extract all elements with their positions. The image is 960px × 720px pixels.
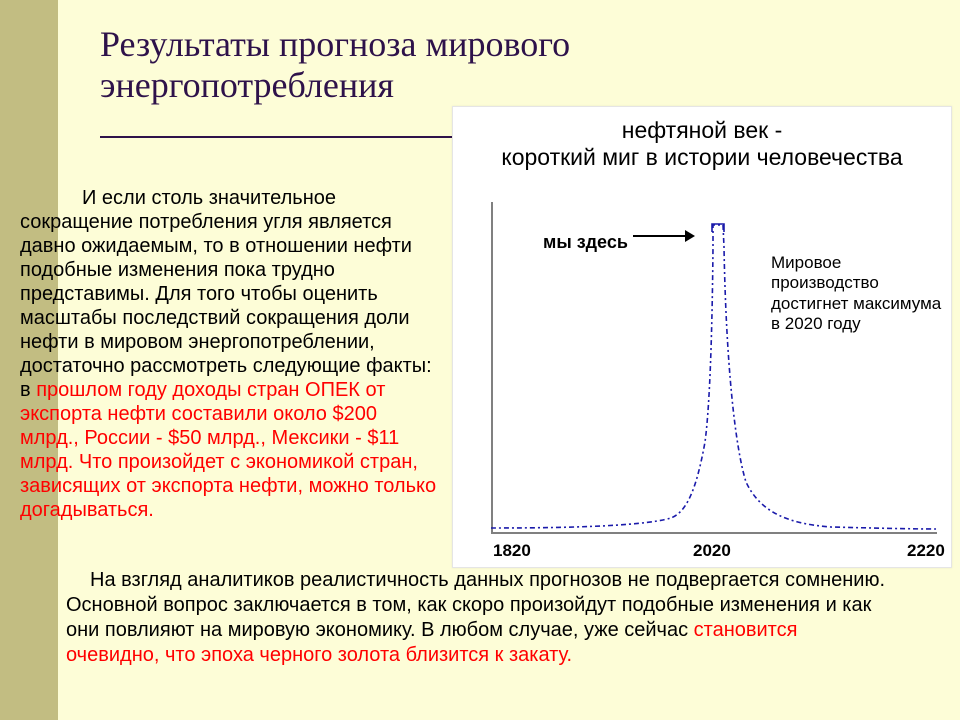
paragraph-1-black: И если столь значительное сокращение пот… — [20, 187, 432, 401]
we-are-here-label: мы здесь — [543, 232, 628, 253]
chart-title: нефтяной век - короткий миг в истории че… — [453, 117, 951, 171]
x-label-2220: 2220 — [907, 541, 945, 561]
paragraph-1: И если столь значительное сокращение пот… — [20, 186, 440, 522]
slide: Результаты прогноза мирового энергопотре… — [0, 0, 960, 720]
arrow-icon — [633, 235, 693, 237]
page-title: Результаты прогноза мирового энергопотре… — [100, 24, 860, 107]
paragraph-1-red: прошлом году доходы стран ОПЕК от экспор… — [20, 379, 436, 521]
x-label-1820: 1820 — [493, 541, 531, 561]
chart-x-axis — [491, 532, 937, 534]
oil-era-chart: нефтяной век - короткий миг в истории че… — [452, 106, 952, 568]
chart-title-line2: короткий миг в истории человечества — [501, 144, 902, 170]
paragraph-2: На взгляд аналитиков реалистичность данн… — [66, 568, 886, 668]
title-underline — [100, 136, 470, 138]
x-label-2020: 2020 — [693, 541, 731, 561]
chart-title-line1: нефтяной век - — [622, 117, 783, 143]
chart-note: Мировое производство достигнет максимума… — [771, 253, 946, 335]
